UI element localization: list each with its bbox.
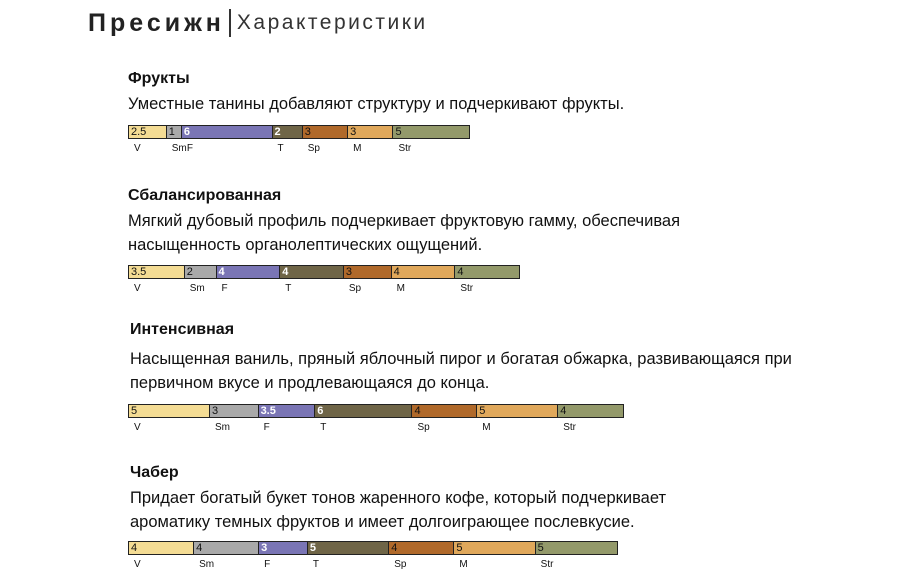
bar-segment-toast: 5 [307,542,390,554]
section-description-line-2: насыщенность органолептических ощущений. [128,236,483,254]
flavor-bar-balanced: 3.5 2 4 4 3 4 4 [128,265,520,279]
flavor-axis-balanced: V Sm F T Sp M Str [128,283,520,295]
page-subtitle: Характеристики [236,11,428,34]
axis-label-fruit: F [264,559,271,570]
bar-segment-toast: 6 [315,405,413,417]
axis-label-toast: T [285,283,292,294]
axis-label-maple: M [459,559,468,570]
bar-segment-smoke: 4 [194,542,260,554]
profile-section-fruits: Фрукты Уместные танины добавляют структу… [128,68,624,116]
axis-label-spice: Sp [307,143,320,154]
axis-label-maple: M [396,283,405,294]
flavor-axis-intense: V Sm F T Sp M Str [128,422,624,434]
profile-section-balanced: Сбалансированная Мягкий дубовый профиль … [128,185,680,257]
bar-segment-fruit: 6 [181,126,273,138]
bar-segment-maple: 4 [391,266,456,278]
flavor-bar-fruits: 2.5 1 6 2 3 3 5 [128,125,470,139]
bar-segment-smoke: 1 [166,126,182,138]
axis-label-toast: T [320,422,327,433]
section-description-line-1: Насыщенная ваниль, пряный яблочный пирог… [130,350,792,368]
axis-label-fruit: F [186,143,193,154]
axis-label-vanilla: V [134,283,141,294]
bar-segment-spice: 3 [343,266,392,278]
axis-label-vanilla: V [134,422,141,433]
bar-segment-smoke: 3 [209,405,259,417]
axis-label-smoke: Sm [171,143,187,154]
bar-segment-vanilla: 2.5 [129,126,167,138]
axis-label-structure: Str [563,422,576,433]
bar-segment-maple: 5 [454,542,536,554]
axis-label-vanilla: V [134,143,141,154]
section-description-line-1: Придает богатый букет тонов жаренного ко… [130,489,667,507]
section-description: Уместные танины добавляют структуру и по… [128,95,625,113]
section-description-line-2: ароматику темных фруктов и имеет долгоиг… [130,513,635,531]
bar-segment-smoke: 2 [184,266,217,278]
section-description-line-2: первичном вкусе и продлевающаяся до конц… [130,374,490,392]
bar-segment-vanilla: 4 [129,542,195,554]
bar-segment-fruit: 3.5 [258,405,316,417]
bar-segment-structure: 4 [455,266,519,278]
axis-label-structure: Str [398,143,412,154]
axis-label-maple: M [353,143,362,154]
bar-segment-spice: 4 [412,405,478,417]
section-title: Интенсивная [130,321,235,338]
axis-label-fruit: F [263,422,270,433]
bar-segment-vanilla: 3.5 [129,266,185,278]
section-title: Фрукты [128,70,190,87]
bar-segment-structure: 5 [535,542,617,554]
bar-segment-spice: 3 [302,126,349,138]
axis-label-maple: M [482,422,491,433]
axis-label-spice: Sp [348,283,362,294]
page-header: Пресижн Характеристики [88,6,428,40]
axis-label-spice: Sp [394,559,407,570]
bar-segment-spice: 4 [389,542,455,554]
bar-segment-toast: 4 [280,266,344,278]
bar-segment-structure: 4 [558,405,623,417]
flavor-axis-fruits: V Sm F T Sp M Str [128,143,470,155]
axis-label-smoke: Sm [199,559,215,570]
axis-label-smoke: Sm [214,422,230,433]
bar-segment-vanilla: 5 [129,405,210,417]
bar-segment-fruit: 4 [216,266,281,278]
axis-label-spice: Sp [417,422,430,433]
axis-label-structure: Str [460,283,474,294]
section-title: Чабер [130,464,179,481]
axis-label-smoke: Sm [189,283,205,294]
axis-label-fruit: F [221,283,228,294]
bar-segment-maple: 5 [477,405,559,417]
axis-label-toast: T [312,559,320,570]
bar-segment-maple: 3 [348,126,394,138]
bar-segment-toast: 2 [272,126,303,138]
axis-label-toast: T [277,143,284,154]
axis-label-vanilla: V [134,559,141,570]
flavor-bar-intense: 5 3 3.5 6 4 5 4 [128,404,624,418]
axis-label-structure: Str [540,559,554,570]
profile-section-savory: Чабер Придает богатый букет тонов жаренн… [130,462,666,534]
bar-segment-structure: 5 [393,126,469,138]
brand-title: Пресижн [88,8,225,37]
section-description-line-1: Мягкий дубовый профиль подчеркивает фрук… [128,212,681,230]
flavor-axis-savory: V Sm F T Sp M Str [128,559,618,571]
profile-section-intense: Интенсивная Насыщенная ваниль, пряный яб… [130,319,792,395]
header-divider [228,9,231,37]
section-title: Сбалансированная [128,187,282,204]
bar-segment-fruit: 3 [259,542,308,554]
